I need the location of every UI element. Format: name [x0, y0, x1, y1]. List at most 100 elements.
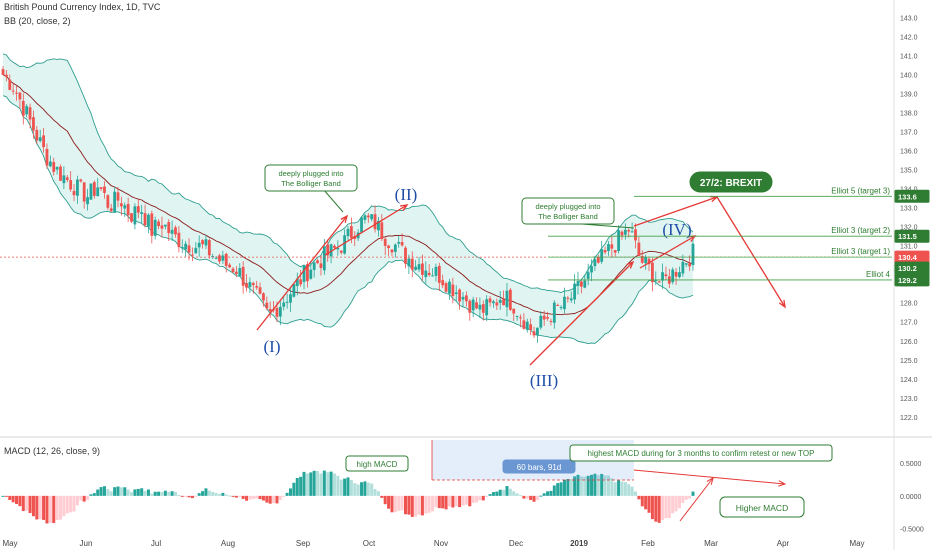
- macd-histogram-bar: [606, 475, 610, 496]
- wave-arrow-3-head: [626, 260, 635, 269]
- macd-histogram-bar: [691, 491, 695, 496]
- macd-histogram-bar: [119, 487, 123, 496]
- macd-histogram-bar: [265, 495, 269, 503]
- candle-body: [4, 74, 8, 77]
- macd-histogram-bar: [79, 495, 83, 501]
- brexit-badge: [689, 171, 773, 193]
- elliott-label-3: Elliot 3 (target 1): [831, 247, 890, 256]
- candle-body: [397, 241, 401, 244]
- macd-histogram-bar: [150, 493, 154, 496]
- macd-histogram-bar: [373, 489, 377, 496]
- macd-histogram-bar: [559, 482, 563, 496]
- macd-histogram-bar: [245, 495, 249, 501]
- macd-histogram-bar: [106, 489, 110, 496]
- candle-body: [35, 129, 39, 141]
- x-tick-label: Nov: [434, 539, 448, 548]
- macd-histogram-bar: [634, 491, 637, 496]
- macd-histogram-bar: [552, 485, 556, 496]
- macd-histogram-bar: [539, 495, 543, 497]
- candle-body: [634, 229, 637, 241]
- candle-body: [671, 269, 675, 283]
- note-bollinger-2-line1: deeply plugged into: [535, 202, 600, 211]
- candle-body: [519, 317, 522, 319]
- candle-body: [434, 266, 438, 276]
- macd-histogram-bar: [519, 495, 522, 497]
- candle-body: [390, 249, 394, 253]
- macd-y-tick-label: 0.0000: [900, 494, 922, 501]
- candle-body: [143, 213, 147, 226]
- price-label-text: 129.2: [898, 276, 917, 285]
- macd-histogram-bar: [153, 491, 157, 496]
- candle-body: [444, 283, 448, 292]
- macd-histogram-bar: [38, 495, 42, 520]
- candle-body: [657, 281, 661, 283]
- candle-body: [370, 214, 374, 220]
- candle-body: [613, 250, 617, 253]
- macd-histogram-bar: [593, 473, 597, 496]
- candle-body: [163, 224, 167, 227]
- macd-histogram-bar: [383, 495, 387, 505]
- price-label-text: 131.5: [898, 232, 917, 241]
- macd-histogram-bar: [140, 488, 144, 496]
- price-pane: 143.0 142.0 141.0 140.0 139.0 138.0 137.0 136.0…: [0, 16, 918, 422]
- macd-histogram-bar: [86, 495, 90, 500]
- high-macd-label: high MACD: [357, 460, 398, 469]
- candle-body: [684, 263, 688, 265]
- macd-histogram-bar: [376, 491, 380, 496]
- macd-histogram-bar: [75, 495, 79, 506]
- macd-histogram-bar: [549, 490, 553, 496]
- candle-body: [285, 301, 289, 303]
- candle-body: [204, 239, 208, 246]
- candle-body: [136, 206, 140, 213]
- y-tick-label: 132.0: [900, 225, 918, 232]
- macd-histogram-bar: [688, 495, 692, 499]
- macd-histogram-bar: [207, 490, 211, 496]
- macd-histogram-bar: [18, 495, 22, 507]
- macd-histogram-bar: [157, 491, 161, 496]
- highest-macd-label: highest MACD during for 3 months to conf…: [588, 449, 815, 458]
- candle-body: [147, 214, 150, 227]
- candle-body: [160, 225, 164, 229]
- candle-body: [292, 283, 296, 297]
- macd-histogram-bar: [282, 495, 286, 497]
- y-tick-label: 123.0: [900, 396, 918, 403]
- macd-histogram-bar: [55, 495, 59, 520]
- macd-histogram-bar: [546, 491, 550, 496]
- macd-histogram-bar: [143, 490, 147, 496]
- bb-indicator-label: BB (20, close, 2): [4, 16, 71, 26]
- candle-body: [478, 304, 482, 310]
- candle-body: [224, 253, 228, 266]
- candle-body: [346, 228, 350, 237]
- candle-body: [96, 187, 100, 197]
- macd-histogram-bar: [532, 495, 536, 502]
- macd-histogram-bar: [481, 495, 485, 501]
- wave-label-4: (IV): [662, 220, 691, 239]
- candle-body: [11, 90, 15, 92]
- candle-body: [52, 161, 56, 172]
- candle-body: [69, 180, 73, 190]
- macd-histogram-bar: [661, 495, 665, 521]
- candle-body: [180, 247, 184, 249]
- x-tick-label: Aug: [221, 539, 235, 548]
- macd-histogram-bar: [123, 487, 127, 496]
- macd-histogram-bar: [349, 480, 353, 496]
- candle-body: [661, 272, 664, 281]
- macd-histogram-bar: [461, 495, 465, 506]
- candle-body: [299, 279, 303, 285]
- macd-histogram-bar: [160, 491, 164, 496]
- candle-body: [72, 190, 76, 196]
- macd-histogram-bar: [360, 482, 364, 496]
- macd-histogram-bar: [305, 473, 309, 496]
- elliott-label-2: Elliot 3 (target 2): [831, 226, 890, 235]
- macd-histogram-bar: [529, 495, 533, 501]
- macd-histogram-bar: [562, 479, 566, 496]
- candle-body: [329, 244, 333, 257]
- macd-histogram-bar: [177, 494, 181, 496]
- candle-body: [377, 220, 380, 231]
- candle-body: [549, 320, 553, 322]
- candle-body: [681, 261, 685, 274]
- candle-body: [116, 192, 120, 201]
- candle-body: [678, 272, 681, 278]
- candle-body: [79, 179, 83, 182]
